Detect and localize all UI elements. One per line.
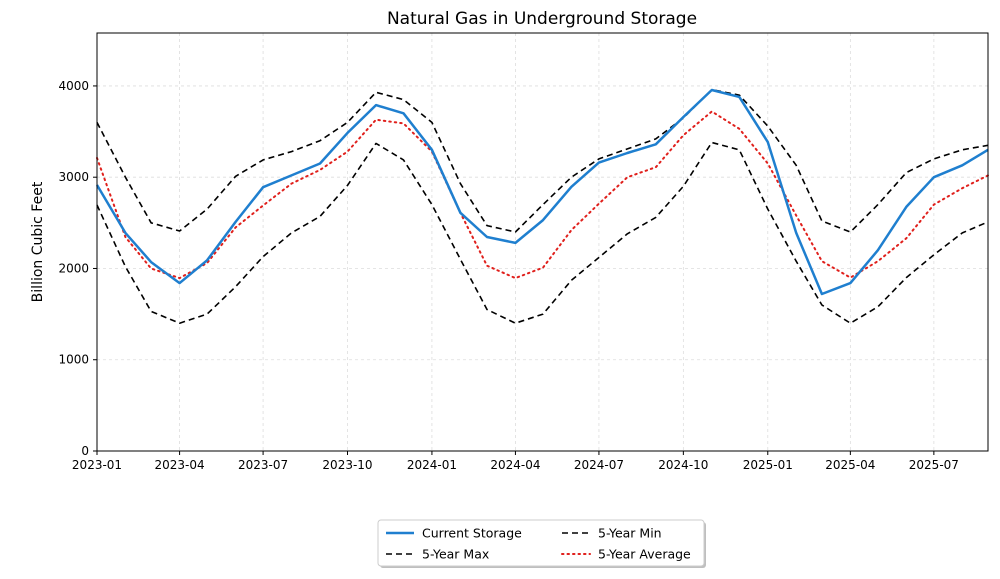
series-line-5-year-average bbox=[96, 110, 989, 280]
x-tick-label: 2025-07 bbox=[909, 458, 959, 472]
legend-label: Current Storage bbox=[422, 526, 522, 541]
legend-label: 5-Year Min bbox=[598, 526, 662, 541]
y-axis-label: Billion Cubic Feet bbox=[30, 181, 46, 302]
x-tick-label: 2023-01 bbox=[72, 458, 122, 472]
grid bbox=[96, 33, 988, 452]
series-line-current-storage bbox=[95, 88, 989, 296]
x-tick-label: 2024-04 bbox=[490, 458, 540, 472]
y-tick-label: 3000 bbox=[58, 170, 89, 184]
series-line-5-year-max bbox=[96, 88, 989, 233]
plot-frame bbox=[96, 32, 989, 452]
chart-title: Natural Gas in Underground Storage bbox=[387, 9, 697, 29]
y-tick-label: 4000 bbox=[58, 79, 89, 93]
y-tick-label: 1000 bbox=[58, 353, 89, 367]
x-tick-label: 2025-04 bbox=[825, 458, 875, 472]
y-tick-label: 2000 bbox=[58, 261, 89, 275]
x-tick-label: 2024-01 bbox=[407, 458, 457, 472]
series-line-5-year-min bbox=[96, 141, 989, 325]
x-tick-label: 2023-07 bbox=[238, 458, 288, 472]
legend-box bbox=[377, 519, 705, 567]
x-tick-label: 2023-10 bbox=[322, 458, 372, 472]
axis-ticks: 2023-01 2023-04 2023-07 2023-10 2024-01 2024-… bbox=[58, 79, 958, 472]
legend-label: 5-Year Average bbox=[598, 547, 691, 562]
x-tick-label: 2025-01 bbox=[743, 458, 793, 472]
x-tick-label: 2023-04 bbox=[155, 458, 205, 472]
x-tick-label: 2024-10 bbox=[658, 458, 708, 472]
legend: Current Storage 5-Year Min 5-Year Max 5-Yea… bbox=[377, 519, 706, 568]
y-tick-label: 0 bbox=[81, 444, 89, 458]
x-tick-label: 2024-07 bbox=[574, 458, 624, 472]
legend-label: 5-Year Max bbox=[422, 547, 489, 562]
series-lines bbox=[95, 88, 989, 325]
